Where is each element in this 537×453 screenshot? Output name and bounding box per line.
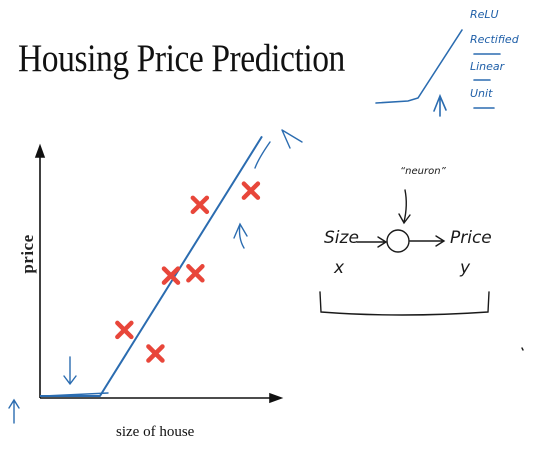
data-point-2: [161, 266, 181, 285]
data-point-0: [115, 320, 134, 340]
relu-arrow: [433, 93, 447, 117]
relu-curve: [375, 29, 463, 104]
y-axis-arrowhead: [34, 143, 46, 158]
data-point-3: [186, 264, 205, 283]
neuron-label: “neuron”: [400, 166, 446, 177]
relu-note-1: ReLU: [470, 8, 499, 21]
chart-annotations: [8, 129, 303, 424]
data-point-1: [146, 344, 165, 363]
relu-note-2: Rectified: [470, 33, 519, 46]
output-arrow: [409, 235, 446, 247]
fit-line-tick: [254, 141, 271, 169]
neuron-diagram: [319, 189, 524, 351]
relu-sketch: [375, 29, 501, 117]
neuron-pointer: [398, 189, 411, 225]
relu-note-3: Linear: [470, 60, 505, 73]
fit-line-layer: [40, 135, 263, 397]
points-layer: [115, 181, 261, 363]
relu-note-4: Unit: [470, 87, 493, 100]
slide-title: Housing Price Prediction: [18, 37, 345, 80]
output-var: y: [460, 258, 471, 278]
output-label: Price: [450, 228, 492, 248]
input-var: x: [334, 258, 345, 278]
x-axis-arrowhead: [269, 392, 284, 404]
input-arrow: [356, 236, 388, 248]
flat-arrow: [63, 356, 77, 386]
data-point-5: [241, 181, 261, 200]
top-right-arrow: [281, 129, 303, 149]
data-point-4: [190, 195, 210, 215]
origin-arrow: [8, 398, 20, 424]
mid-arrow: [233, 222, 248, 249]
flat-scribble: [43, 392, 109, 397]
chart-axes: [34, 143, 284, 404]
brace: [319, 291, 490, 316]
neuron-circle: [386, 229, 410, 253]
fit-line: [40, 135, 263, 397]
dot: [521, 347, 524, 351]
input-label: Size: [324, 228, 359, 248]
x-axis-label: size of house: [116, 424, 195, 440]
